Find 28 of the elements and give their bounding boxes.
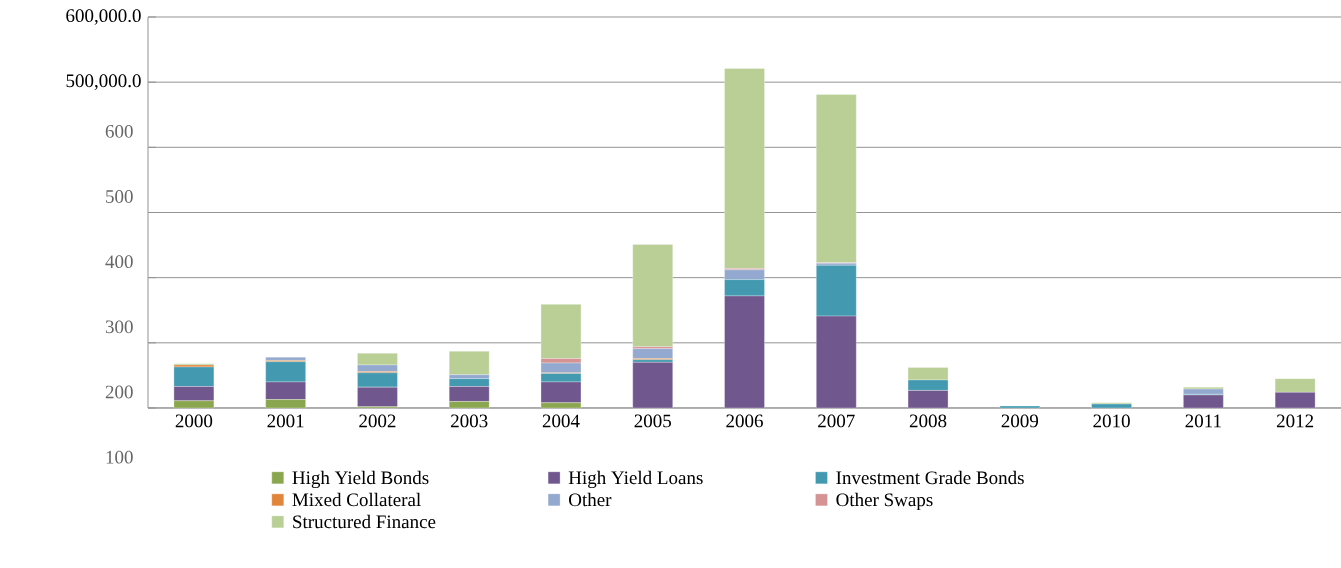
text: 300 <box>105 320 133 334</box>
legend-label: High Yield Loans <box>568 470 703 489</box>
text: 100 <box>106 450 133 464</box>
x-tick-label: 2009 <box>1001 414 1039 428</box>
text: 600 <box>105 124 133 138</box>
legend-label: Investment Grade Bonds <box>836 470 1024 485</box>
x-tick-label: 2006 <box>726 414 763 428</box>
text: 500 <box>106 190 133 203</box>
legend-label: Mixed Collateral <box>292 492 421 507</box>
x-tick-label: 2012 <box>1276 414 1314 428</box>
x-tick-label: 2005 <box>634 414 672 428</box>
x-tick-label: 2000 <box>175 414 213 428</box>
x-tick-label: 2007 <box>818 414 855 428</box>
x-tick-label: 2010 <box>1093 414 1130 428</box>
x-tick-label: 2004 <box>542 414 580 428</box>
legend-label: Structured Finance <box>293 514 436 529</box>
text: 400 <box>105 255 133 269</box>
x-tick-label: 2002 <box>359 414 396 428</box>
text: 200 <box>105 385 133 399</box>
x-tick-label: 2001 <box>267 414 304 428</box>
legend-label: Other <box>569 492 612 507</box>
y-tick-label: 500,000.0 <box>66 74 141 90</box>
x-tick-label: 2011 <box>1185 414 1221 428</box>
legend-label: Other Swaps <box>836 492 933 511</box>
x-tick-label: 2008 <box>909 414 947 428</box>
legend-label: High Yield Bonds <box>292 470 429 489</box>
x-tick-label: 2003 <box>451 414 488 428</box>
y-tick-label: 600,000.0 <box>66 9 141 25</box>
